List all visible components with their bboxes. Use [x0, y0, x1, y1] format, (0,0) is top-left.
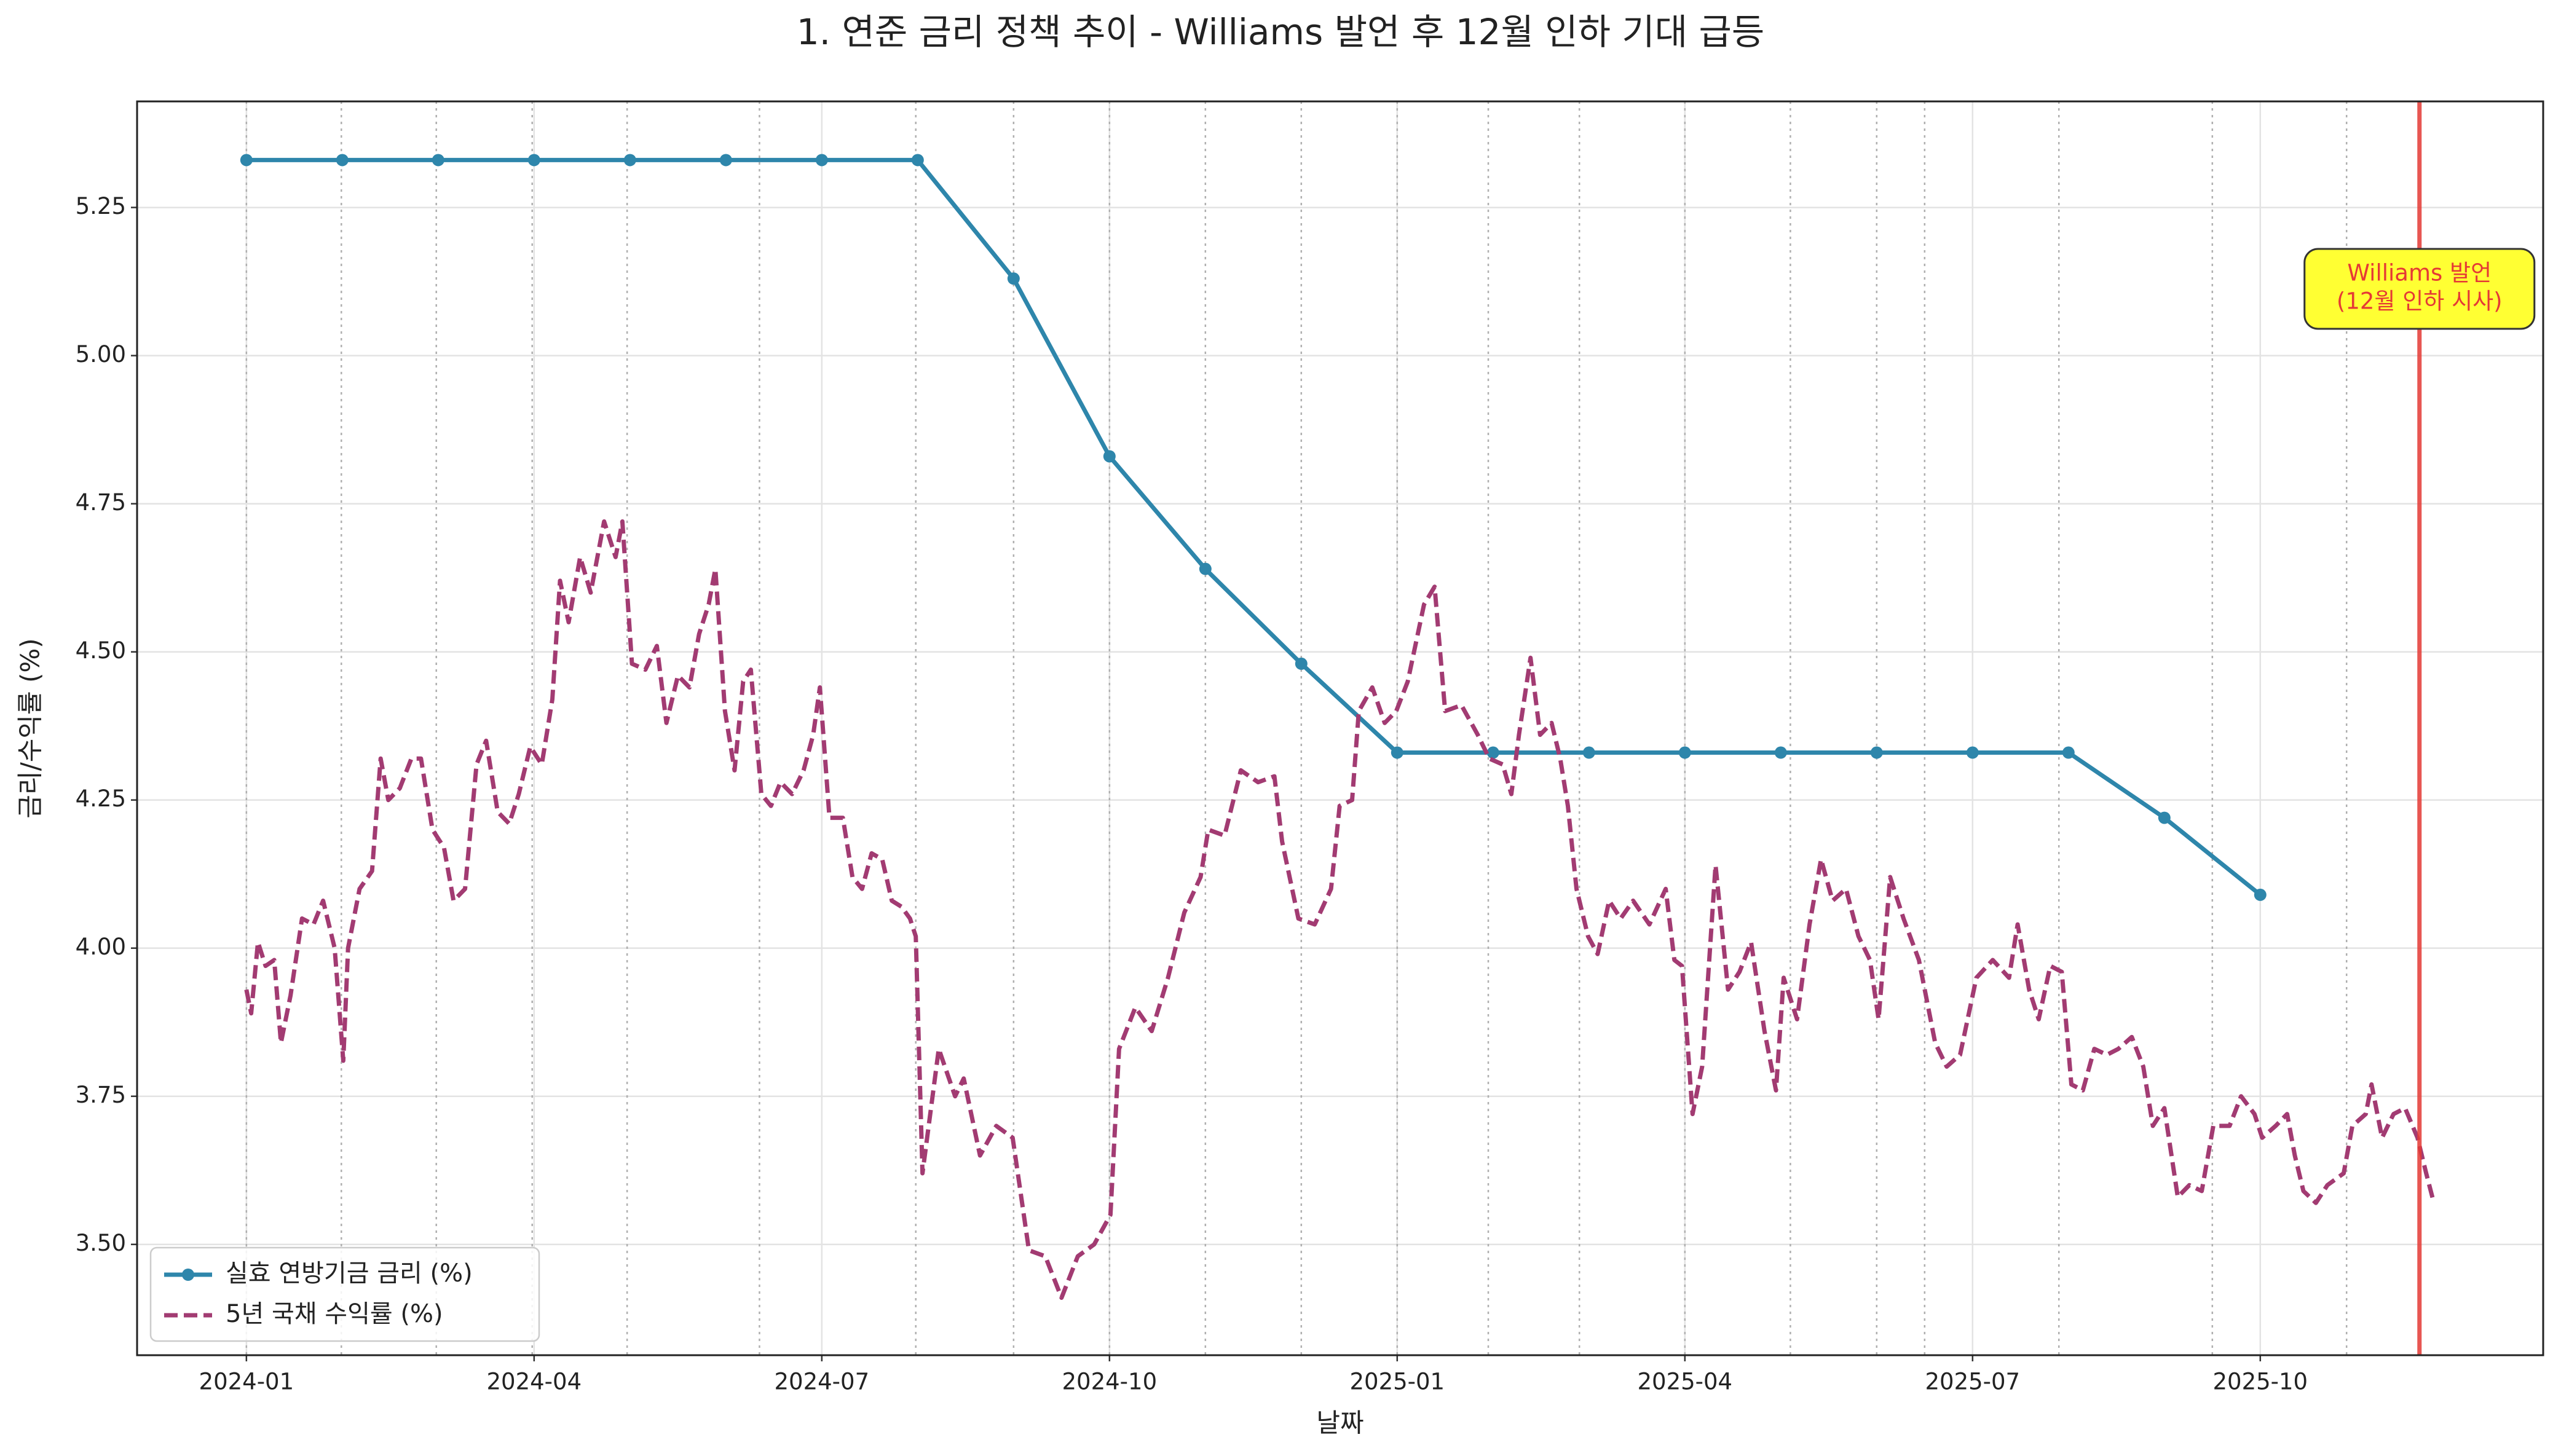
data-point [1103, 450, 1116, 463]
data-point [432, 154, 444, 167]
x-tick-label: 2025-10 [2213, 1369, 2308, 1395]
data-point [1486, 746, 1499, 759]
y-tick-label: 4.00 [76, 934, 126, 960]
y-tick-label: 5.25 [76, 193, 126, 219]
data-point [1295, 657, 1308, 670]
data-point [336, 154, 349, 167]
data-point [2062, 746, 2075, 759]
x-tick-label: 2025-07 [1925, 1369, 2021, 1395]
data-point [1582, 746, 1595, 759]
annotation-text: (12월 인하 시사) [2337, 288, 2503, 315]
annotation-text: Williams 발언 [2347, 260, 2492, 286]
series-line [246, 157, 2262, 897]
x-tick-label: 2024-10 [1062, 1369, 1158, 1395]
data-point [719, 154, 732, 167]
chart-title: 1. 연준 금리 정책 추이 - Williams 발언 후 12월 인하 기대… [797, 11, 1765, 53]
data-point [1678, 746, 1691, 759]
data-point [1007, 272, 1020, 285]
annotation: Williams 발언(12월 인하 시사) [2303, 248, 2536, 330]
x-tick-label: 2024-07 [775, 1369, 870, 1395]
data-point [1391, 746, 1403, 759]
annotation-box [2303, 248, 2536, 330]
data-point [1774, 746, 1787, 759]
x-axis-label: 날짜 [1316, 1408, 1363, 1438]
y-tick-label: 4.75 [76, 489, 126, 516]
data-point [2254, 888, 2267, 901]
x-tick-label: 2025-04 [1638, 1369, 1733, 1395]
legend-label: 5년 국채 수익률 (%) [226, 1300, 443, 1328]
data-point [911, 154, 924, 167]
legend-marker [182, 1269, 194, 1281]
data-point [527, 154, 540, 167]
legend-box [149, 1246, 540, 1342]
data-point [1870, 746, 1883, 759]
data-point [1199, 562, 1212, 575]
x-tick-label: 2025-01 [1350, 1369, 1445, 1395]
x-tick-label: 2024-04 [487, 1369, 582, 1395]
y-tick-label: 3.50 [76, 1230, 126, 1256]
data-point [815, 154, 828, 167]
plot-frame [136, 100, 2544, 1356]
legend-label: 실효 연방기금 금리 (%) [226, 1259, 473, 1288]
data-point [1966, 746, 1979, 759]
series-line [244, 519, 2436, 1300]
data-point [240, 154, 253, 167]
y-tick-label: 4.25 [76, 785, 126, 812]
x-tick-label: 2024-01 [199, 1369, 294, 1395]
data-point [623, 154, 636, 167]
y-tick-label: 3.75 [76, 1082, 126, 1108]
data-point [2158, 811, 2171, 824]
y-axis-label: 금리/수익률 (%) [15, 638, 45, 818]
y-tick-label: 5.00 [76, 341, 126, 368]
y-tick-label: 4.50 [76, 637, 126, 664]
